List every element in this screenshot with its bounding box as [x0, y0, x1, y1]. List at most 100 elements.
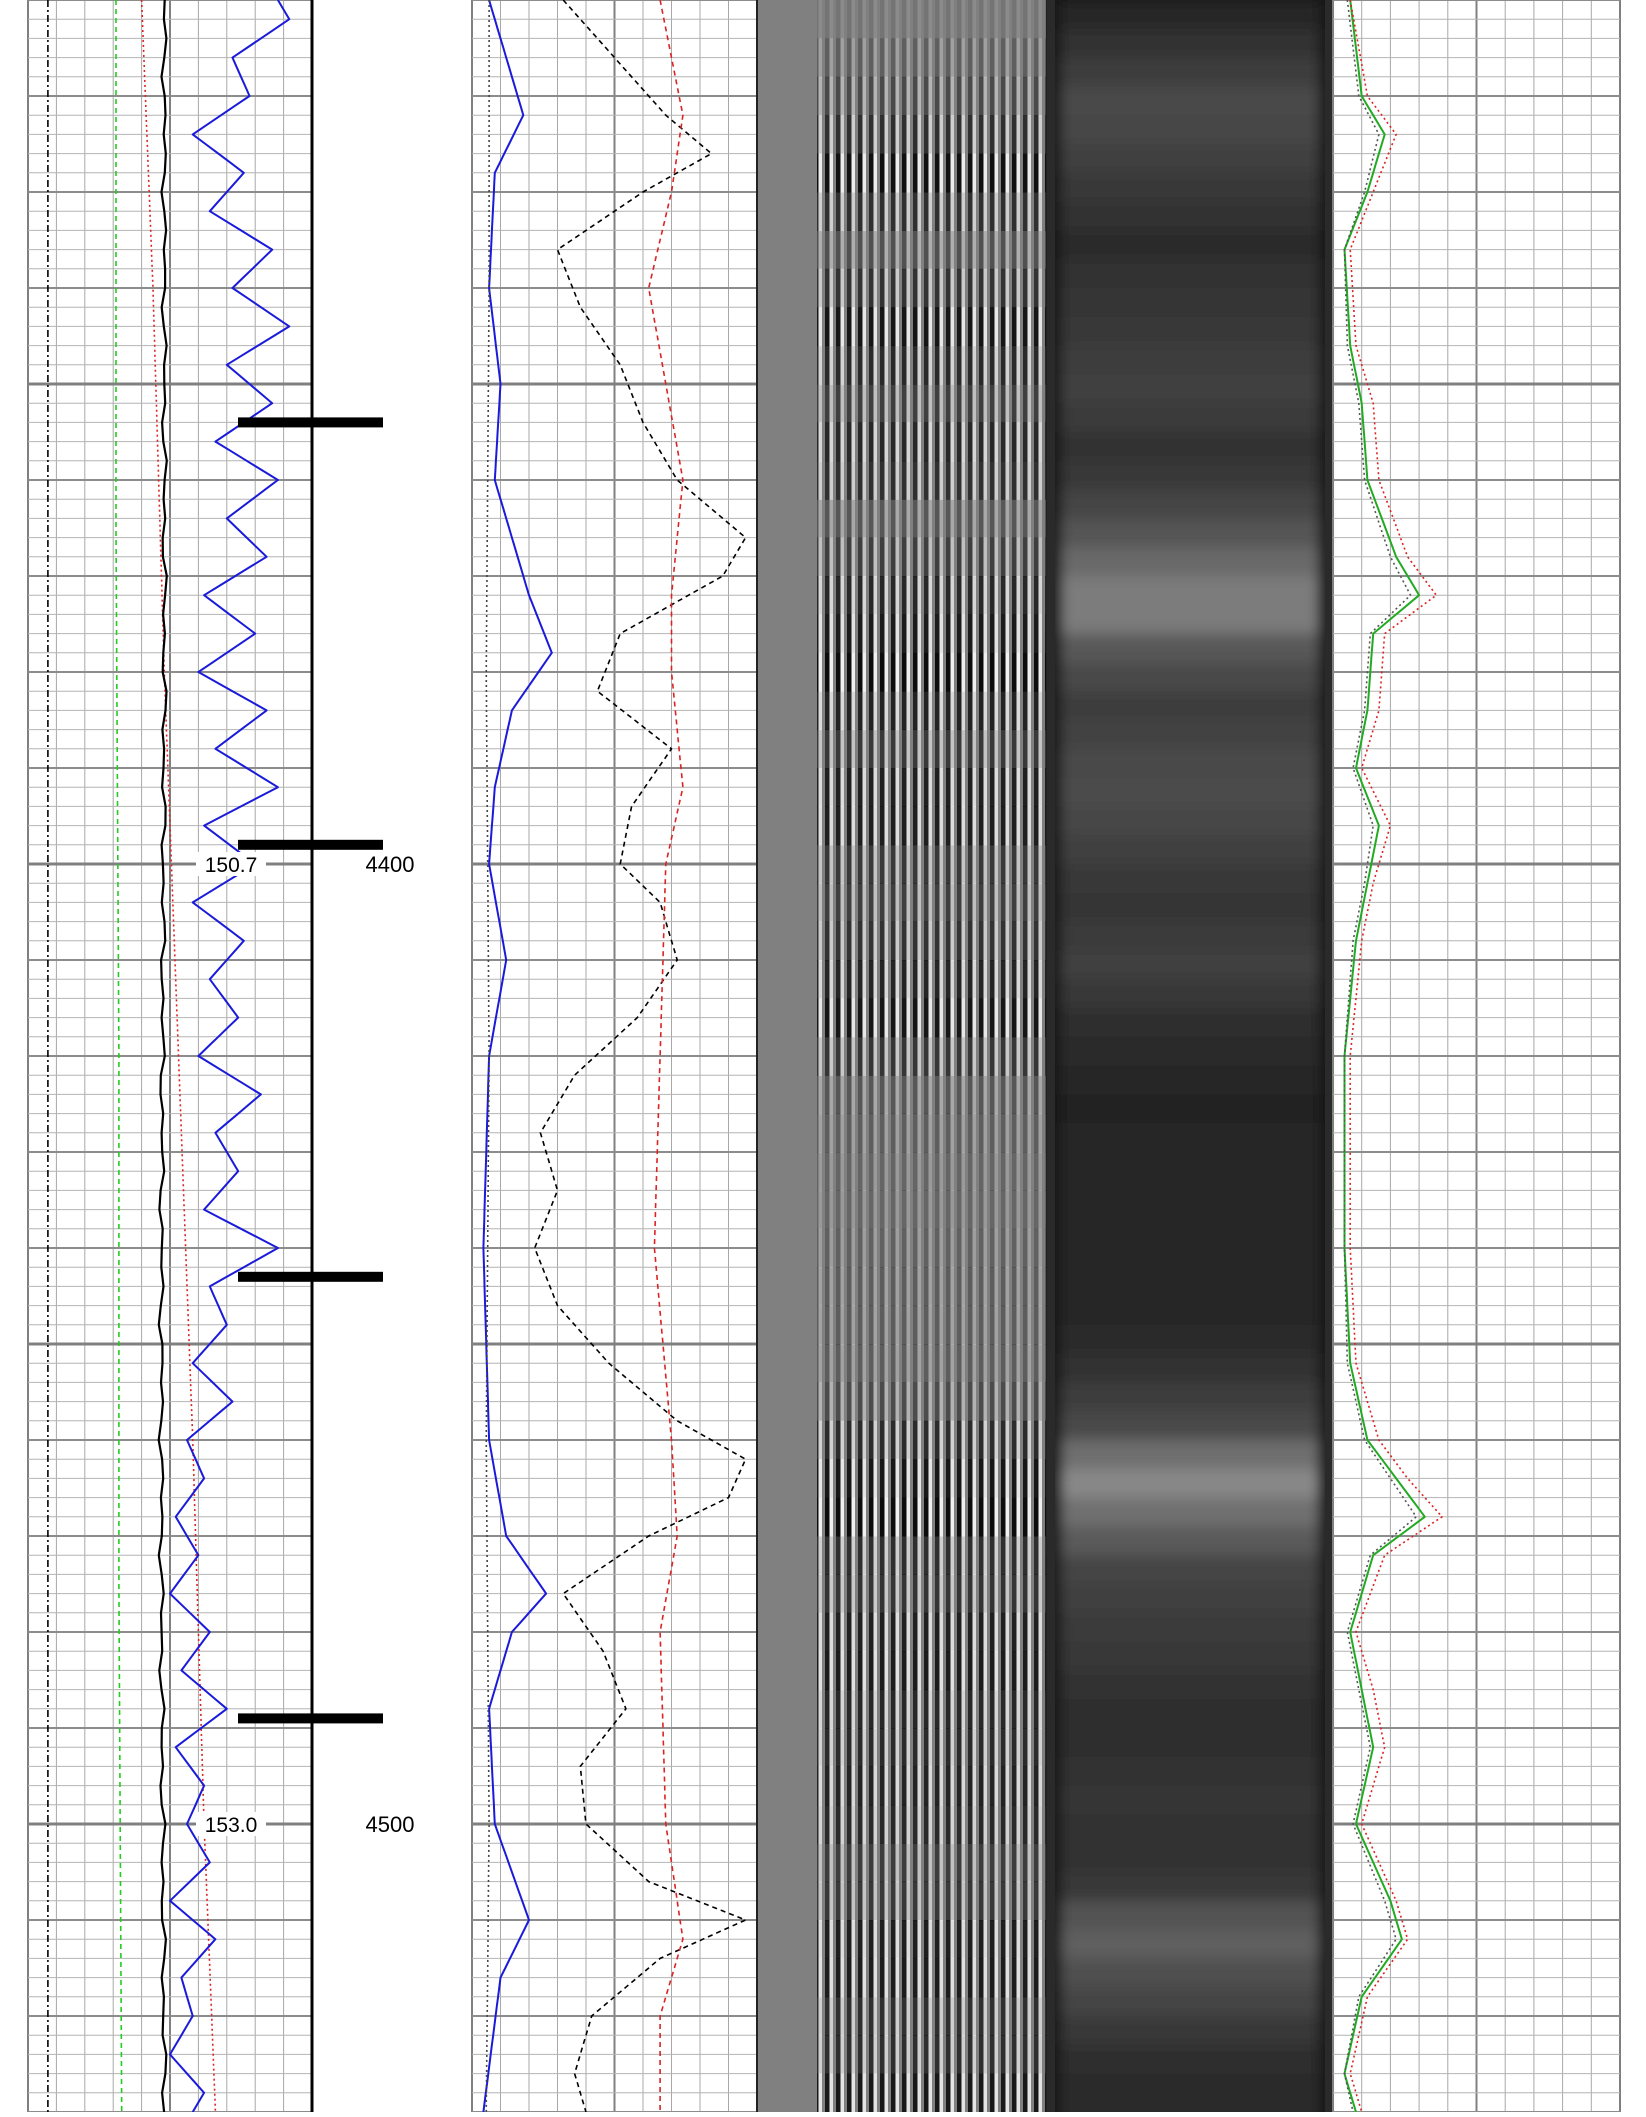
image-band: [1059, 1267, 1321, 1297]
image-band: [1059, 86, 1321, 117]
image-band: [1059, 1238, 1321, 1269]
image-band: [1059, 1296, 1321, 1326]
track-2-series-2: [533, 0, 747, 2113]
waveform-band: [817, 422, 1047, 462]
image-band: [1059, 0, 1321, 30]
waveform-band: [817, 1804, 1047, 1844]
curve-value-label-bg: [196, 852, 266, 876]
curve-value-label: 153.0: [205, 1814, 258, 1837]
image-band: [1059, 1411, 1321, 1441]
image-band: [1059, 1900, 1321, 1931]
waveform-band: [817, 38, 1047, 78]
image-band: [1059, 691, 1321, 721]
waveform-band: [817, 1881, 1047, 1921]
waveform-band: [817, 1152, 1047, 1191]
image-band: [1059, 1785, 1321, 1816]
image-edge: [1047, 0, 1055, 2112]
waveform-band: [817, 1075, 1047, 1115]
track-5-grid: [1332, 0, 1621, 2113]
waveform-band: [817, 844, 1047, 884]
image-bands: [1059, 0, 1321, 2117]
waveform-band: [817, 1305, 1047, 1345]
waveform-band: [817, 652, 1047, 692]
waveform-band: [817, 691, 1047, 731]
image-band: [1059, 1382, 1321, 1413]
waveform-band: [817, 2035, 1047, 2075]
track-1-grid: [27, 0, 313, 2113]
depth-label: 4400: [366, 852, 415, 877]
image-band: [1059, 201, 1321, 232]
image-band: [1059, 57, 1321, 88]
waveform-band: [817, 960, 1047, 999]
waveform-band: [817, 1344, 1047, 1383]
waveform-band: [817, 230, 1047, 270]
image-band: [1059, 1440, 1321, 1470]
waveform-band: [817, 921, 1047, 961]
image-band: [1059, 144, 1321, 174]
waveform-band: [817, 1420, 1047, 1460]
image-band: [1059, 2073, 1321, 2104]
image-band: [1059, 1209, 1321, 1240]
image-band: [1059, 1353, 1321, 1384]
waveform-band: [817, 537, 1047, 577]
waveform-band: [817, 1228, 1047, 1268]
waveform-band: [817, 1920, 1047, 1959]
waveform-band: [817, 384, 1047, 423]
waveform-band: [817, 1497, 1047, 1537]
waveform-band: [817, 1190, 1047, 1230]
image-band: [1059, 748, 1321, 779]
track-2-series-1: [485, 0, 490, 2112]
image-band: [1059, 864, 1321, 894]
waveform-band: [817, 1728, 1047, 1767]
image-band: [1059, 288, 1321, 318]
image-band: [1059, 1036, 1321, 1067]
waveform-band: [817, 998, 1047, 1038]
image-band: [1059, 1699, 1321, 1729]
image-band: [1059, 1814, 1321, 1845]
image-band: [1059, 604, 1321, 635]
curve-value-label: 150.7: [205, 854, 258, 877]
waveform-track: [756, 0, 1048, 2113]
image-band: [1059, 1094, 1321, 1125]
image-band: [1059, 2044, 1321, 2075]
waveform-band: [817, 1996, 1047, 2036]
track-5-series-2: [1343, 0, 1417, 2113]
image-band: [1059, 1728, 1321, 1758]
image-band: [1059, 2016, 1321, 2046]
image-band: [1059, 1008, 1321, 1038]
image-band: [1059, 662, 1321, 693]
image-band: [1059, 1987, 1321, 2017]
image-band: [1059, 1612, 1321, 1643]
waveform-band: [817, 1536, 1047, 1575]
image-band: [1059, 432, 1321, 462]
image-band: [1059, 2102, 1321, 2117]
depth-marker: [238, 1271, 383, 1282]
curve-value-label-bg: [196, 1812, 266, 1836]
waveform-band: [817, 2073, 1047, 2113]
waveform-band: [817, 1843, 1047, 1883]
image-band: [1059, 720, 1321, 750]
waveform-band: [817, 1267, 1047, 1307]
image-band: [1059, 115, 1321, 145]
waveform-band: [817, 1958, 1047, 1998]
image-band: [1059, 1123, 1321, 1153]
image-band: [1059, 1641, 1321, 1672]
waveform-band: [817, 1459, 1047, 1499]
track-1-series-1: [115, 0, 123, 2113]
waveform-band: [817, 883, 1047, 923]
track-2-series-3: [647, 0, 684, 2112]
waveform-band: [817, 1382, 1047, 1422]
depth-marker: [238, 1713, 383, 1724]
image-band: [1059, 950, 1321, 981]
image-band: [1059, 1756, 1321, 1787]
image-band: [1059, 518, 1321, 549]
waveform-band: [817, 576, 1047, 615]
image-band: [1059, 403, 1321, 433]
waveform-band: [817, 0, 1047, 39]
waveform-band: [817, 1766, 1047, 1806]
image-band: [1059, 633, 1321, 664]
image-band: [1059, 921, 1321, 952]
image-band: [1059, 1958, 1321, 1989]
image-band: [1059, 835, 1321, 865]
